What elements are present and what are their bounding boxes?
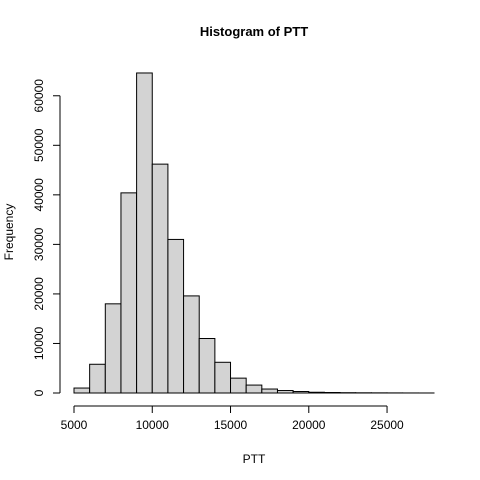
histogram-bar-6000-7000 [90,364,106,393]
histogram-bar-18000-19000 [277,391,293,393]
y-tick-label: 0 [32,389,46,396]
histogram-bar-15000-16000 [231,378,247,393]
histogram-bar-9000-10000 [137,73,153,393]
histogram-bar-5000-6000 [74,388,90,393]
bars-group [74,73,434,393]
histogram-bar-16000-17000 [246,385,262,393]
x-tick-label: 10000 [136,418,170,432]
x-tick-label: 25000 [370,418,404,432]
histogram-bar-20000-21000 [309,392,325,393]
y-tick-label: 30000 [32,227,46,261]
y-tick-label: 60000 [32,79,46,113]
x-tick-label: 5000 [61,418,88,432]
histogram-bar-7000-8000 [105,304,121,393]
x-tick-label: 20000 [292,418,326,432]
y-tick-label: 20000 [32,277,46,311]
x-axis: 5000 10000 15000 20000 25000 [61,406,404,432]
x-tick-label: 15000 [214,418,248,432]
y-tick-label: 10000 [32,326,46,360]
histogram-bar-17000-18000 [262,389,278,393]
histogram-bar-13000-14000 [199,339,215,393]
y-tick-label: 50000 [32,128,46,162]
histogram-bar-19000-20000 [293,392,309,393]
y-tick-label: 40000 [32,178,46,212]
histogram-bar-14000-15000 [215,362,231,393]
histogram-bar-8000-9000 [121,193,137,393]
histogram-bar-10000-11000 [152,164,168,393]
x-axis-label: PTT [243,452,266,466]
histogram-bar-11000-12000 [168,239,184,393]
histogram-bar-12000-13000 [184,296,200,393]
y-axis-label: Frequency [2,204,16,261]
chart-title: Histogram of PTT [200,24,308,39]
y-axis: 0 10000 20000 30000 40000 50000 60000 [32,79,60,397]
